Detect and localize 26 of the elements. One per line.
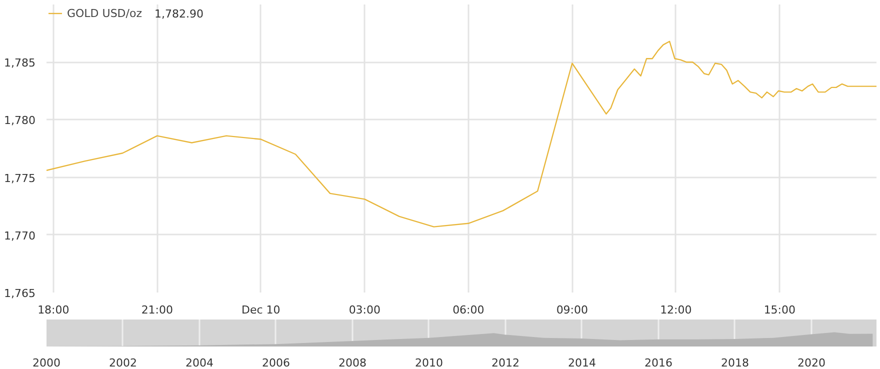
x-tick-label: 03:00	[348, 304, 381, 316]
y-tick-label: 1,780	[4, 114, 36, 128]
x-tick-label: 2006	[262, 356, 290, 369]
x-tick-label: 15:00	[764, 304, 796, 316]
y-tick-label: 1,765	[4, 287, 36, 300]
x-tick-label: 12:00	[660, 304, 692, 316]
x-tick-label: 2002	[109, 356, 137, 369]
x-tick-label: 2020	[797, 356, 826, 369]
y-tick-label: 1,770	[4, 229, 36, 242]
x-tick-label: 2004	[186, 356, 214, 369]
legend-label: GOLD USD/oz	[67, 6, 142, 20]
y-tick-label: 1,785	[4, 56, 36, 70]
x-tick-label: 21:00	[141, 304, 174, 316]
x-tick-label: Dec 10	[242, 304, 280, 316]
x-tick-label: 2018	[720, 356, 749, 369]
x-tick-label: 2000	[32, 356, 61, 369]
x-tick-label: 09:00	[556, 304, 588, 316]
x-tick-label: 2012	[491, 356, 520, 369]
x-tick-label: 2016	[644, 356, 672, 369]
annotation: 1,782.90	[154, 8, 204, 20]
y-tick-label: 1,775	[4, 172, 36, 185]
x-tick-label: 2010	[414, 356, 443, 369]
x-tick-label: 2008	[338, 356, 366, 369]
x-tick-label: 06:00	[452, 304, 484, 316]
x-tick-label: 18:00	[38, 304, 70, 316]
x-tick-label: 2014	[568, 356, 596, 369]
